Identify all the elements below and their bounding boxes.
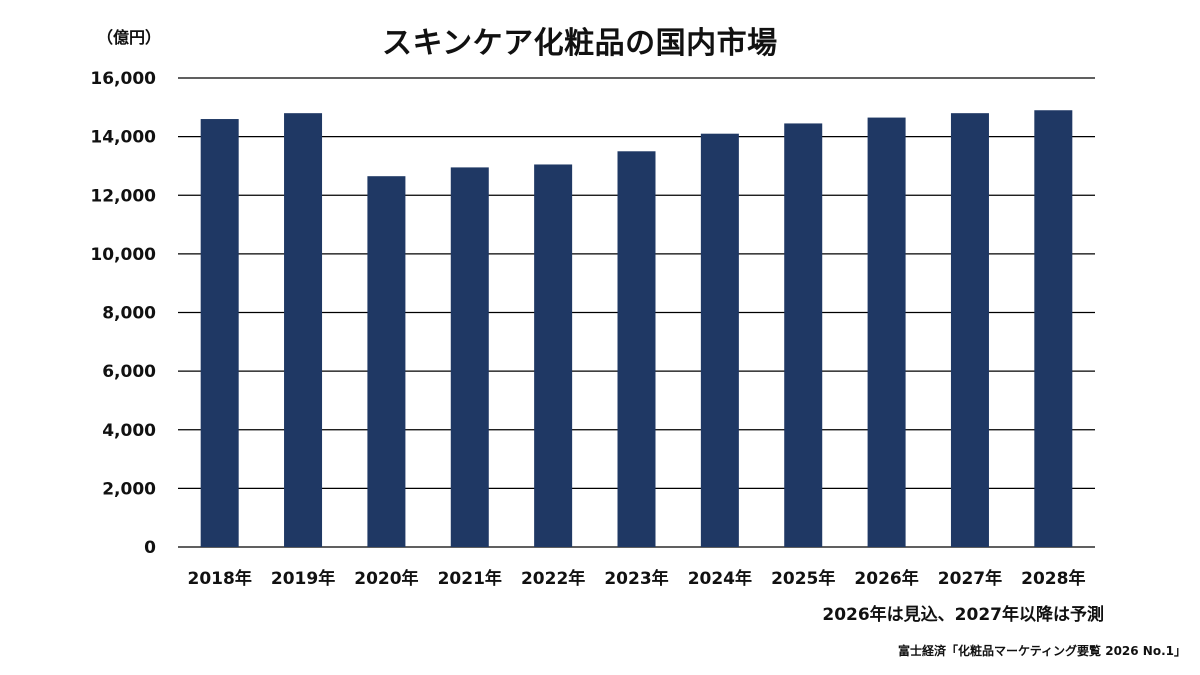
x-tick-label: 2018年 [188, 568, 252, 589]
y-axis-unit: （億円） [97, 28, 162, 47]
x-tick-label: 2026年 [854, 568, 918, 589]
x-tick-label: 2023年 [604, 568, 668, 589]
x-tick-label: 2028年 [1021, 568, 1085, 589]
bar-2019年 [284, 113, 323, 548]
x-tick-label: 2020年 [354, 568, 418, 589]
y-tick-label: 14,000 [90, 128, 156, 148]
y-tick-label: 10,000 [90, 245, 156, 265]
y-tick-label: 2,000 [102, 479, 156, 499]
y-tick-label: 8,000 [102, 304, 156, 324]
x-tick-label: 2027年 [938, 568, 1002, 589]
bar-2028年 [1034, 110, 1073, 548]
x-tick-label: 2025年 [771, 568, 835, 589]
bar-2024年 [700, 133, 739, 547]
bar-2021年 [450, 167, 489, 547]
y-tick-label: 12,000 [90, 186, 156, 206]
x-tick-label: 2024年 [688, 568, 752, 589]
x-tick-label: 2022年 [521, 568, 585, 589]
y-tick-label: 4,000 [102, 421, 156, 441]
x-axis-ticks: 2018年 2019年 2020年 2021年 2022年 2023年 2024年 2025年… [188, 568, 1086, 589]
forecast-note: 2026年は見込、2027年以降は予測 [822, 605, 1104, 625]
bar-2023年 [617, 151, 656, 547]
chart-title: スキンケア化粧品の国内市場 [382, 26, 778, 61]
y-axis-ticks: 0 2,000 4,000 6,000 8,000 10,000 12,000 14,000 1… [90, 69, 156, 558]
x-tick-label: 2019年 [271, 568, 335, 589]
source-credit: 富士経済「化粧品マーケティング要覧 2026 No.1」 [898, 644, 1186, 658]
bar-2022年 [534, 164, 573, 548]
y-tick-label: 0 [144, 538, 156, 558]
bar-2027年 [950, 113, 989, 548]
bars [200, 110, 1073, 548]
bar-2018年 [200, 119, 239, 547]
x-tick-label: 2021年 [438, 568, 502, 589]
bar-2020年 [367, 176, 406, 547]
bar-2025年 [784, 123, 823, 547]
y-tick-label: 6,000 [102, 362, 156, 382]
bar-2026年 [867, 117, 906, 548]
y-tick-label: 16,000 [90, 69, 156, 89]
